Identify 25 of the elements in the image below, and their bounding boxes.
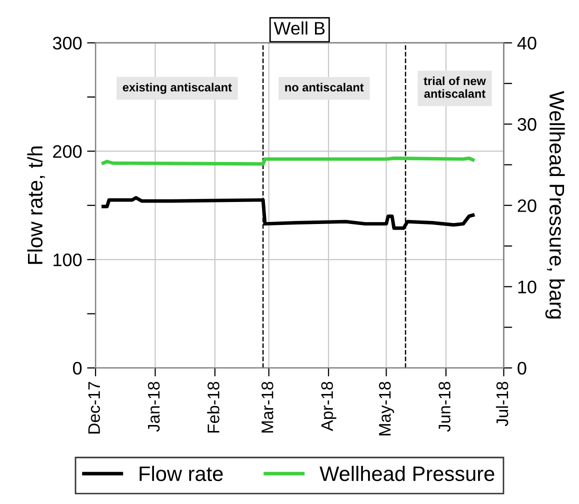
y-axis-title: Flow rate, t/h [27, 146, 46, 264]
x-tick-label: May-18 [378, 382, 394, 436]
legend-label: Flow rate [140, 466, 223, 482]
y-tick-label: 300 [52, 36, 82, 50]
chart-title: Well B [274, 21, 325, 35]
y2-tick-label: 20 [518, 199, 536, 212]
x-tick-label: Jan-18 [148, 382, 160, 432]
annotation: trial of new antiscalant [424, 76, 486, 98]
y-tick-label: 100 [54, 253, 82, 266]
y2-tick-label: 40 [517, 36, 536, 50]
x-tick-label: Dec-17 [88, 382, 100, 434]
annotation: no antiscalant [285, 82, 364, 92]
y-tick-label: 200 [53, 145, 82, 158]
legend-label: Wellhead Pressure [320, 466, 494, 482]
y2-tick-label: 10 [518, 280, 536, 294]
annotation: existing antiscalant [122, 82, 232, 94]
y2-tick-label: 30 [518, 118, 536, 131]
y2-axis-title: Wellhead Pressure, barg [545, 91, 565, 318]
x-tick-label: Apr-18 [321, 382, 336, 432]
x-tick-label: Mar-18 [261, 382, 274, 433]
x-tick-label: Jul-18 [496, 382, 508, 426]
x-tick-label: Jun-18 [438, 382, 450, 432]
y-tick-label: 0 [73, 362, 82, 375]
y2-tick-label: 0 [518, 362, 526, 375]
x-tick-label: Feb-18 [207, 382, 220, 433]
